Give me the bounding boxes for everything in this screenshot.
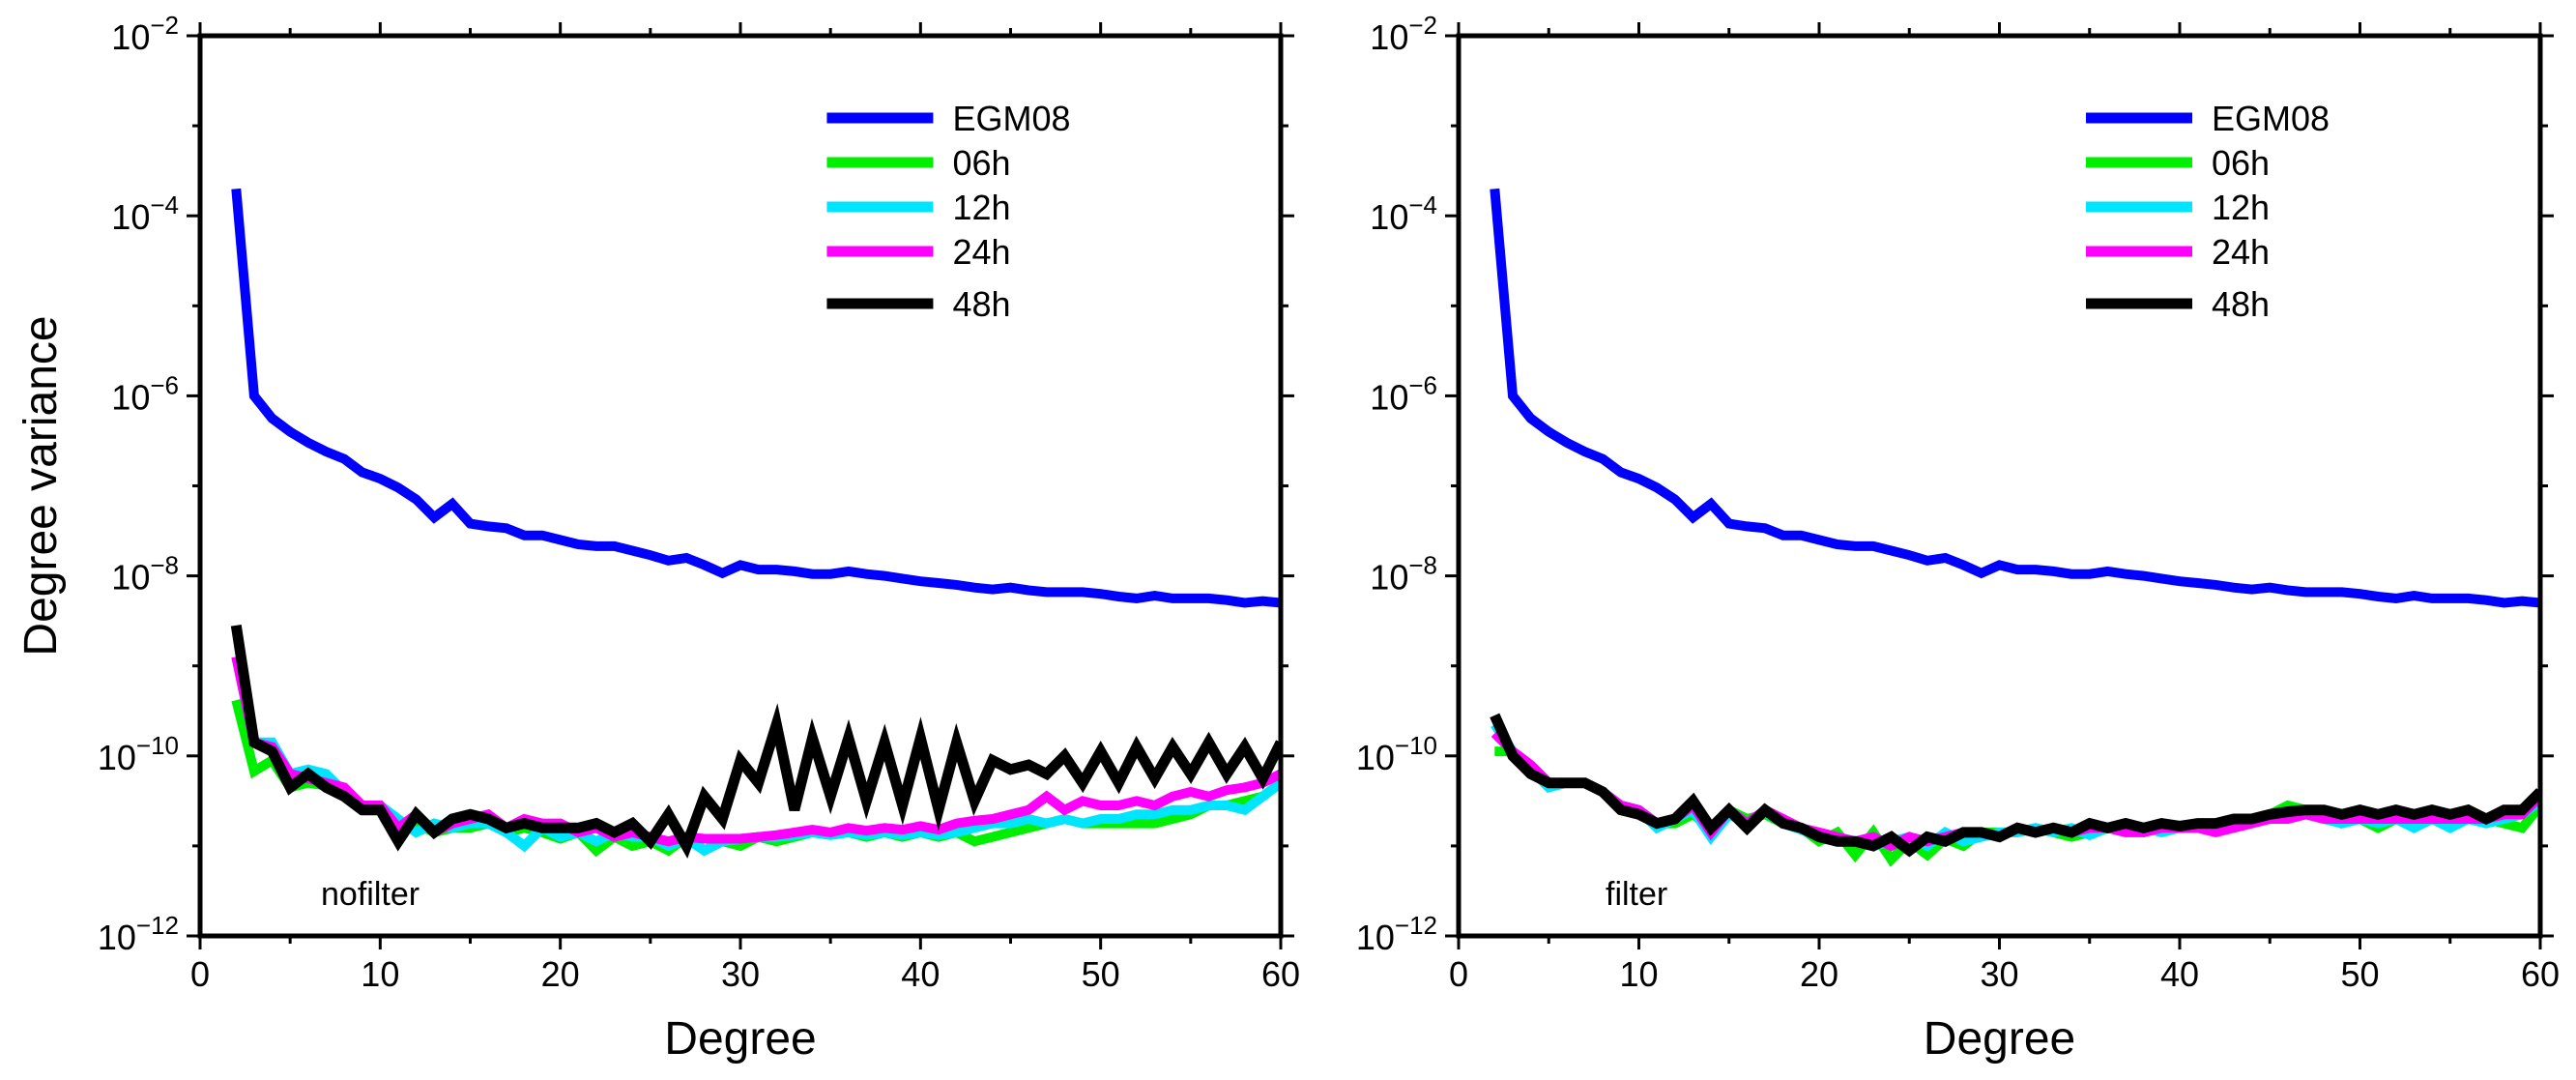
x-tick-label: 60 xyxy=(1261,954,1300,994)
x-tick-label: 40 xyxy=(901,954,940,994)
x-axis-title: Degree xyxy=(664,1013,816,1065)
legend: EGM08 06h 12h 24h 48h xyxy=(2086,99,2330,324)
y-tick-label: 10−12 xyxy=(1356,911,1437,957)
x-tick-label: 20 xyxy=(1800,954,1838,994)
series-line-48h xyxy=(230,624,1281,859)
legend-label-06h: 06h xyxy=(952,143,1010,183)
y-tick-label: 10−6 xyxy=(1370,370,1437,417)
x-tick-label: 0 xyxy=(190,954,210,994)
y-tick-label: 10−2 xyxy=(111,11,179,57)
legend-label-48h: 48h xyxy=(2212,284,2270,324)
y-tick-label: 10−4 xyxy=(1370,190,1437,237)
x-tick-label: 10 xyxy=(361,954,399,994)
x-tick-label: 50 xyxy=(2340,954,2379,994)
y-tick-label: 10−12 xyxy=(98,911,179,957)
legend-label-24h: 24h xyxy=(2212,232,2270,272)
y-tick-label: 10−2 xyxy=(1370,11,1437,57)
legend-label-48h: 48h xyxy=(952,284,1010,324)
legend-label-12h: 12h xyxy=(952,188,1010,227)
x-tick-label: 60 xyxy=(2521,954,2560,994)
x-axis-title: Degree xyxy=(1924,1013,2075,1065)
series-line-48h xyxy=(1490,713,2540,858)
legend-label-egm08: EGM08 xyxy=(952,99,1070,138)
x-tick-label: 40 xyxy=(2160,954,2199,994)
y-tick-label: 10−8 xyxy=(111,551,179,598)
y-tick-label: 10−4 xyxy=(111,190,179,237)
series-line-06h xyxy=(1494,746,2540,867)
panel-nofilter: 0 10 20 30 40 50 60 10−12 10−10 10−8 10−6 10−4 10−2 D… xyxy=(15,11,1300,1065)
series-line-egm08 xyxy=(231,188,1281,608)
panel-label: nofilter xyxy=(321,876,420,913)
panel-label: filter xyxy=(1606,876,1667,913)
x-tick-label: 0 xyxy=(1449,954,1468,994)
series-line-egm08 xyxy=(1490,188,2540,608)
legend-label-egm08: EGM08 xyxy=(2212,99,2330,138)
panel-filter: 0 10 20 30 40 50 60 10−12 10−10 10−8 10−6 10−4 10−2 D… xyxy=(1356,11,2560,1065)
y-tick-label: 10−10 xyxy=(98,731,179,777)
x-tick-label: 20 xyxy=(541,954,580,994)
x-tick-label: 10 xyxy=(1619,954,1658,994)
series-group xyxy=(230,188,1281,859)
y-tick-label: 10−8 xyxy=(1370,551,1437,598)
y-tick-label: 10−6 xyxy=(111,370,179,417)
x-tick-label: 30 xyxy=(721,954,760,994)
x-tick-label: 50 xyxy=(1082,954,1120,994)
legend-label-06h: 06h xyxy=(2212,143,2270,183)
legend-label-24h: 24h xyxy=(952,232,1010,272)
series-group xyxy=(1490,188,2540,867)
legend-label-12h: 12h xyxy=(2212,188,2270,227)
legend: EGM08 06h 12h 24h 48h xyxy=(826,99,1070,324)
x-tick-label: 30 xyxy=(1980,954,2018,994)
y-axis-title: Degree variance xyxy=(15,315,67,656)
y-tick-label: 10−10 xyxy=(1356,731,1437,777)
